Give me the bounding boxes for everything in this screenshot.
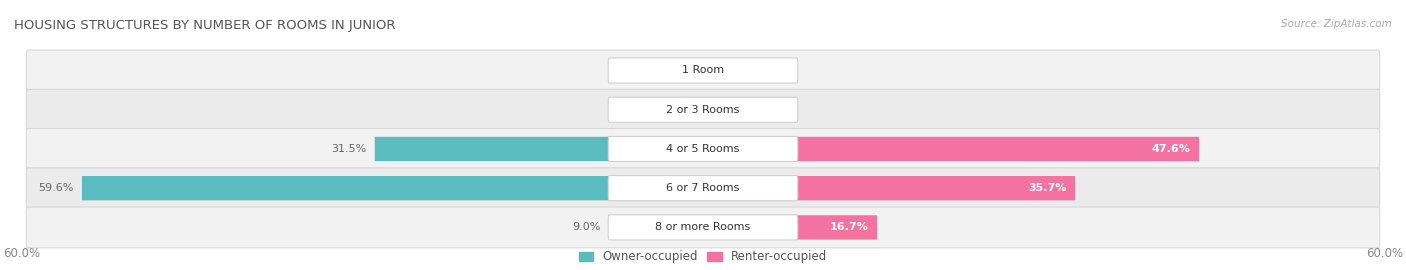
- FancyBboxPatch shape: [609, 58, 797, 83]
- Text: 16.7%: 16.7%: [830, 222, 869, 232]
- Text: HOUSING STRUCTURES BY NUMBER OF ROOMS IN JUNIOR: HOUSING STRUCTURES BY NUMBER OF ROOMS IN…: [14, 19, 395, 32]
- FancyBboxPatch shape: [609, 215, 797, 240]
- Text: 0.0%: 0.0%: [654, 105, 682, 115]
- FancyBboxPatch shape: [375, 137, 703, 161]
- FancyBboxPatch shape: [27, 168, 1379, 209]
- Text: 35.7%: 35.7%: [1028, 183, 1067, 193]
- FancyBboxPatch shape: [82, 176, 703, 200]
- Text: 4 or 5 Rooms: 4 or 5 Rooms: [666, 144, 740, 154]
- Text: 60.0%: 60.0%: [1367, 247, 1403, 259]
- FancyBboxPatch shape: [703, 97, 718, 122]
- FancyBboxPatch shape: [27, 50, 1379, 91]
- Text: 6 or 7 Rooms: 6 or 7 Rooms: [666, 183, 740, 193]
- FancyBboxPatch shape: [609, 136, 797, 161]
- Text: 31.5%: 31.5%: [332, 144, 367, 154]
- FancyBboxPatch shape: [609, 176, 797, 201]
- FancyBboxPatch shape: [703, 176, 1076, 200]
- Text: Source: ZipAtlas.com: Source: ZipAtlas.com: [1281, 19, 1392, 29]
- FancyBboxPatch shape: [609, 215, 703, 239]
- FancyBboxPatch shape: [703, 137, 1199, 161]
- FancyBboxPatch shape: [27, 129, 1379, 169]
- Text: 1 Room: 1 Room: [682, 66, 724, 76]
- Text: 0.0%: 0.0%: [724, 105, 752, 115]
- FancyBboxPatch shape: [688, 97, 703, 122]
- FancyBboxPatch shape: [703, 58, 718, 83]
- FancyBboxPatch shape: [688, 58, 703, 83]
- Text: 2 or 3 Rooms: 2 or 3 Rooms: [666, 105, 740, 115]
- Text: 47.6%: 47.6%: [1152, 144, 1191, 154]
- Text: 0.0%: 0.0%: [724, 66, 752, 76]
- FancyBboxPatch shape: [703, 215, 877, 239]
- Text: 59.6%: 59.6%: [38, 183, 73, 193]
- Legend: Owner-occupied, Renter-occupied: Owner-occupied, Renter-occupied: [574, 246, 832, 268]
- Text: 60.0%: 60.0%: [3, 247, 39, 259]
- FancyBboxPatch shape: [609, 97, 797, 122]
- Text: 0.0%: 0.0%: [654, 66, 682, 76]
- Text: 8 or more Rooms: 8 or more Rooms: [655, 222, 751, 232]
- FancyBboxPatch shape: [27, 207, 1379, 248]
- FancyBboxPatch shape: [27, 89, 1379, 130]
- Text: 9.0%: 9.0%: [572, 222, 600, 232]
